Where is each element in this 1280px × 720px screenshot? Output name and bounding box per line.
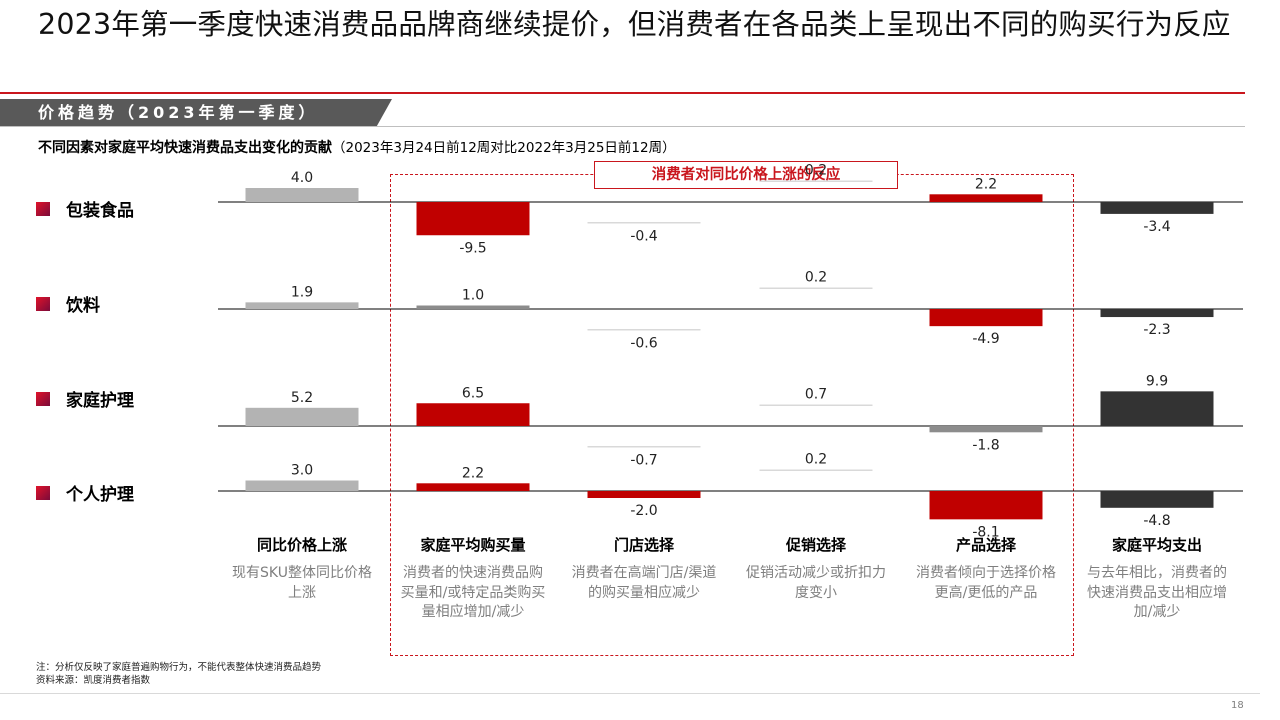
bar: [929, 309, 1043, 327]
bar: [759, 287, 873, 289]
column-description: 与去年相比，消费者的快速消费品支出相应增加/减少: [1087, 565, 1227, 620]
column-header: 同比价格上涨: [256, 536, 347, 554]
category-label-text: 包装食品: [66, 201, 134, 221]
chart-subtitle: 不同因素对家庭平均快速消费品支出变化的贡献（2023年3月24日前12周对比20…: [38, 136, 676, 157]
page-title: 2023年第一季度快速消费品品牌商继续提价，但消费者在各品类上呈现出不同的购买行…: [38, 8, 1231, 41]
bar: [416, 403, 530, 426]
bar: [245, 480, 359, 491]
data-label: -4.8: [1143, 513, 1170, 529]
bar: [1100, 491, 1214, 508]
data-label: -8.1: [972, 524, 999, 540]
category-marker-icon: [36, 201, 50, 216]
subtitle-note: （2023年3月24日前12周对比2022年3月25日前12周）: [332, 140, 676, 156]
column-description: 消费者倾向于选择价格更高/更低的产品: [916, 565, 1056, 601]
bar: [245, 407, 359, 426]
category-label-text: 家庭护理: [66, 391, 134, 411]
bar: [1100, 391, 1214, 426]
data-label: -2.3: [1143, 322, 1170, 338]
data-label: 0.2: [805, 163, 827, 179]
column-header: 促销选择: [785, 536, 846, 554]
section-divider: [0, 126, 1245, 127]
category-label-text: 个人护理: [66, 485, 134, 505]
data-label: 0.7: [805, 387, 827, 403]
bar: [245, 188, 359, 202]
data-label: -3.4: [1143, 219, 1170, 235]
bar: [587, 222, 701, 224]
bar: [587, 446, 701, 448]
bar: [759, 469, 873, 471]
title-divider: [0, 92, 1245, 94]
data-label: 2.2: [462, 465, 484, 481]
category-label: 家庭护理: [36, 386, 134, 411]
data-label: 1.9: [291, 284, 313, 300]
data-label: -1.8: [972, 437, 999, 453]
bar: [759, 180, 873, 182]
subtitle-main: 不同因素对家庭平均快速消费品支出变化的贡献: [38, 140, 332, 156]
bar: [929, 426, 1043, 433]
bar: [929, 491, 1043, 520]
column-header: 产品选择: [955, 536, 1016, 554]
bar: [587, 491, 701, 498]
data-label: 0.2: [805, 270, 827, 286]
category-label: 个人护理: [36, 480, 134, 505]
footer-divider: [0, 693, 1260, 694]
bar: [416, 483, 530, 491]
data-label: 1.0: [462, 288, 484, 304]
bar: [245, 302, 359, 309]
data-label: -9.5: [459, 240, 486, 256]
bar: [1100, 202, 1214, 214]
data-label: -0.7: [630, 453, 657, 469]
section-tag: 价格趋势（2023年第一季度）: [0, 99, 392, 127]
footnote: 注：分析仅反映了家庭普遍购物行为，不能代表整体快速消费品趋势 资料来源：凯度消费…: [36, 661, 321, 687]
bar: [416, 305, 530, 309]
category-marker-icon: [36, 485, 50, 500]
footnote-note: 注：分析仅反映了家庭普遍购物行为，不能代表整体快速消费品趋势: [36, 662, 322, 673]
data-label: -2.0: [630, 503, 657, 519]
column-header: 家庭平均购买量: [420, 536, 526, 554]
bar: [416, 202, 530, 236]
column-description: 现有SKU整体同比价格上涨: [232, 565, 372, 601]
category-marker-icon: [36, 391, 50, 406]
category-label: 包装食品: [36, 196, 134, 221]
page-number: 18: [1231, 700, 1244, 711]
data-label: 0.2: [805, 452, 827, 468]
bar: [759, 404, 873, 406]
data-label: 2.2: [975, 176, 997, 192]
column-description: 消费者的快速消费品购买量和/或特定品类购买量相应增加/减少: [400, 565, 546, 620]
category-marker-icon: [36, 296, 50, 311]
data-label: -4.9: [972, 331, 999, 347]
footnote-source: 资料来源：凯度消费者指数: [36, 675, 151, 686]
column-description: 促销活动减少或折扣力度变小: [746, 565, 886, 601]
column-description: 消费者在高端门店/渠道的购买量相应减少: [571, 565, 717, 601]
data-label: 3.0: [291, 463, 313, 479]
column-header: 家庭平均支出: [1111, 536, 1202, 554]
data-label: 5.2: [291, 390, 313, 406]
category-label: 饮料: [36, 291, 100, 316]
category-label-text: 饮料: [66, 296, 100, 316]
column-header: 门店选择: [613, 536, 674, 554]
data-label: -0.4: [630, 229, 657, 245]
bar: [929, 194, 1043, 202]
data-label: 9.9: [1146, 373, 1168, 389]
data-label: -0.6: [630, 336, 657, 352]
data-label: 4.0: [291, 170, 313, 186]
data-label: 6.5: [462, 385, 484, 401]
bar: [587, 329, 701, 331]
highlight-label: 消费者对同比价格上涨的反应: [594, 161, 898, 189]
bar: [1100, 309, 1214, 318]
